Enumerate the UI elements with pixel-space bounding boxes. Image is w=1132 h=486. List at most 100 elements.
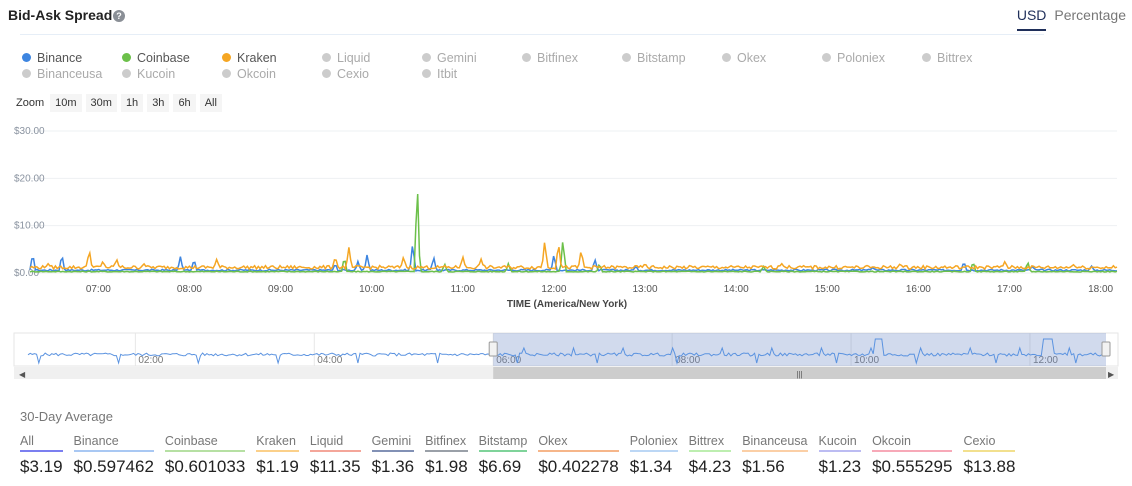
- legend-label: Itbit: [437, 66, 458, 81]
- zoom-all-button[interactable]: All: [199, 94, 222, 112]
- navigator-handle[interactable]: [1101, 341, 1111, 357]
- average-value: $3.19: [20, 457, 63, 476]
- legend-label: Okex: [737, 50, 767, 65]
- zoom-30m-button[interactable]: 30m: [85, 94, 117, 112]
- legend-dot-icon: [222, 53, 231, 62]
- series-line-binance: [29, 246, 1117, 273]
- zoom-10m-button[interactable]: 10m: [50, 94, 82, 112]
- average-item: Gemini $1.36: [371, 434, 415, 477]
- zoom-3h-button[interactable]: 3h: [147, 94, 170, 112]
- legend-item-cexio[interactable]: Cexio: [322, 66, 422, 81]
- x-tick-label: 12:00: [541, 284, 566, 295]
- average-value: $0.601033: [164, 457, 246, 476]
- average-item: Okcoin $0.555295: [872, 434, 953, 477]
- zoom-1h-button[interactable]: 1h: [120, 94, 144, 112]
- x-tick-label: 11:00: [451, 284, 476, 295]
- y-tick-label: $0.00: [14, 268, 39, 279]
- tab-percentage[interactable]: Percentage: [1054, 7, 1126, 23]
- x-axis-title: TIME (America/New York): [507, 299, 627, 310]
- legend-dot-icon: [422, 69, 431, 78]
- zoom-6h-button[interactable]: 6h: [173, 94, 196, 112]
- legend-dot-icon: [122, 69, 131, 78]
- legend-item-liquid[interactable]: Liquid: [322, 50, 422, 65]
- average-label: Binanceusa: [742, 434, 808, 452]
- average-item: Bitfinex $1.98: [425, 434, 468, 477]
- legend-dot-icon: [22, 53, 31, 62]
- legend-label: Bitfinex: [537, 50, 578, 65]
- legend-label: Kraken: [237, 50, 277, 65]
- legend-label: Poloniex: [837, 50, 885, 65]
- average-item: Binance $0.597462: [73, 434, 154, 477]
- scroll-right-icon[interactable]: ▶: [1108, 370, 1115, 379]
- average-label: Poloniex: [629, 434, 678, 452]
- average-label: Okex: [538, 434, 619, 452]
- scrollbar-thumb[interactable]: [493, 367, 1106, 379]
- average-label: Binance: [73, 434, 154, 452]
- legend-item-binance[interactable]: Binance: [22, 50, 122, 65]
- legend-dot-icon: [422, 53, 431, 62]
- x-tick-label: 09:00: [268, 284, 293, 295]
- average-item: Kucoin $1.23: [818, 434, 862, 477]
- legend-dot-icon: [522, 53, 531, 62]
- legend-item-bittrex[interactable]: Bittrex: [922, 50, 1022, 65]
- legend-item-okcoin[interactable]: Okcoin: [222, 66, 322, 81]
- legend-item-poloniex[interactable]: Poloniex: [822, 50, 922, 65]
- legend-dot-icon: [322, 69, 331, 78]
- legend-item-okex[interactable]: Okex: [722, 50, 822, 65]
- x-tick-label: 13:00: [633, 284, 658, 295]
- average-label: Okcoin: [872, 434, 953, 452]
- x-tick-label: 15:00: [815, 284, 840, 295]
- legend-item-bitfinex[interactable]: Bitfinex: [522, 50, 622, 65]
- legend-item-bitstamp[interactable]: Bitstamp: [622, 50, 722, 65]
- average-value: $1.34: [629, 457, 673, 476]
- chart-legend: Binance Coinbase Kraken Liquid Gemini Bitfine…: [22, 50, 1022, 81]
- average-value: $1.98: [425, 457, 468, 476]
- navigator-selection[interactable]: [493, 333, 1106, 366]
- average-item: Binanceusa $1.56: [742, 434, 808, 477]
- legend-item-kucoin[interactable]: Kucoin: [122, 66, 222, 81]
- average-value: $0.402278: [538, 457, 619, 476]
- divider: [20, 34, 1044, 35]
- average-label: Cexio: [963, 434, 1016, 452]
- x-tick-label: 10:00: [359, 284, 384, 295]
- average-label: Bitstamp: [478, 434, 528, 452]
- average-label: All: [20, 434, 63, 452]
- legend-item-itbit[interactable]: Itbit: [422, 66, 522, 81]
- average-label: Kraken: [256, 434, 299, 452]
- average-value: $13.88: [963, 457, 1016, 476]
- y-tick-label: $10.00: [14, 221, 45, 232]
- average-label: Bitfinex: [425, 434, 468, 452]
- average-value: $6.69: [478, 457, 522, 476]
- legend-label: Gemini: [437, 50, 477, 65]
- unit-tabs: USD Percentage: [1016, 7, 1126, 31]
- scroll-left-icon[interactable]: ◀: [19, 370, 26, 379]
- y-tick-label: $30.00: [14, 126, 45, 137]
- legend-label: Binance: [37, 50, 83, 65]
- legend-dot-icon: [22, 69, 31, 78]
- tab-usd[interactable]: USD: [1016, 7, 1047, 31]
- legend-dot-icon: [722, 53, 731, 62]
- scrollbar-grip-icon: |||: [796, 370, 802, 379]
- average-value: $0.555295: [872, 457, 953, 476]
- legend-item-kraken[interactable]: Kraken: [222, 50, 322, 65]
- help-icon[interactable]: ?: [113, 10, 125, 22]
- average-item: Liquid $11.35: [309, 434, 361, 477]
- average-label: Coinbase: [164, 434, 246, 452]
- average-label: Bittrex: [688, 434, 732, 452]
- navigator-tick-label: 06:00: [496, 355, 521, 366]
- average-label: Kucoin: [818, 434, 862, 452]
- navigator-handle[interactable]: [488, 341, 498, 357]
- legend-label: Okcoin: [237, 66, 276, 81]
- legend-dot-icon: [822, 53, 831, 62]
- legend-item-coinbase[interactable]: Coinbase: [122, 50, 222, 65]
- legend-item-gemini[interactable]: Gemini: [422, 50, 522, 65]
- x-tick-label: 16:00: [906, 284, 931, 295]
- legend-item-binanceusa[interactable]: Binanceusa: [22, 66, 122, 81]
- legend-label: Liquid: [337, 50, 371, 65]
- legend-label: Coinbase: [137, 50, 190, 65]
- legend-dot-icon: [622, 53, 631, 62]
- spread-chart: $0.00 $10.00 $20.00 $30.00 07:00 08:00 09:00 10…: [13, 126, 1119, 379]
- x-tick-label: 14:00: [724, 284, 749, 295]
- average-value: $1.19: [256, 457, 299, 476]
- legend-dot-icon: [922, 53, 931, 62]
